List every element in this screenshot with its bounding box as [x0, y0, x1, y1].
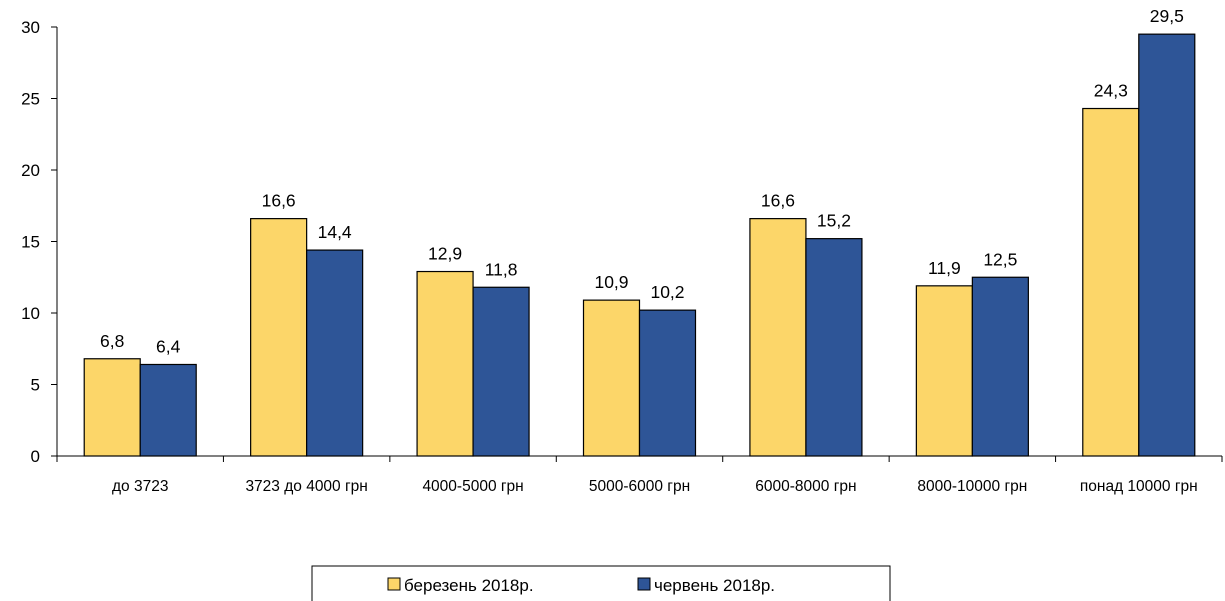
data-labels: 6,8 6,4 16,6 14,4 12,9 11,8 10,9 10,2 16,6 15,2 11… [100, 6, 1184, 356]
data-label-series-2: 6,4 [156, 336, 181, 356]
data-label-series-1: 16,6 [262, 191, 296, 211]
data-label-series-1: 11,9 [928, 258, 961, 278]
bar-series-2 [472, 286, 530, 457]
data-label-series-2: 11,8 [485, 259, 518, 279]
x-category-label: 4000-5000 грн [422, 478, 523, 495]
y-tick-label: 20 [21, 161, 40, 180]
data-label-series-2: 15,2 [817, 211, 851, 231]
data-label-series-1: 6,8 [100, 331, 124, 351]
data-label-series-2: 10,2 [650, 282, 684, 302]
bar-series-1 [915, 285, 973, 457]
data-label-series-1: 24,3 [1094, 81, 1128, 101]
y-axis: 0 5 10 15 20 25 30 [21, 18, 58, 466]
x-axis: до 3723 3723 до 4000 грн 4000-5000 грн 5000… [56, 455, 1223, 495]
x-category-label: 6000-8000 грн [755, 478, 856, 495]
legend-swatch-series-2 [637, 577, 651, 591]
y-tick-label: 10 [21, 304, 40, 323]
data-label-series-1: 12,9 [428, 244, 462, 264]
bar-series-1 [83, 358, 141, 457]
bar-series-1 [250, 218, 308, 457]
y-tick-label: 15 [21, 233, 40, 252]
bar-series-1 [749, 218, 807, 457]
y-tick-label: 5 [31, 376, 40, 395]
bar-series-2 [805, 238, 863, 457]
legend-label-series-1: березень 2018р. [404, 576, 534, 595]
bar-series-2 [971, 276, 1029, 457]
bar-series-1 [582, 299, 641, 457]
data-label-series-2: 12,5 [983, 249, 1017, 269]
bar-series-1 [1082, 107, 1140, 457]
legend-swatch-series-1 [387, 577, 401, 591]
y-tick-label: 30 [21, 18, 40, 37]
x-category-label: понад 10000 грн [1080, 478, 1198, 495]
y-tick-label: 0 [31, 447, 40, 466]
legend-box [311, 565, 891, 601]
x-category-label: до 3723 [112, 478, 168, 495]
legend: березень 2018р. червень 2018р. [311, 565, 891, 601]
data-label-series-1: 16,6 [761, 191, 795, 211]
bar-series-1 [416, 270, 474, 457]
data-label-series-2: 14,4 [318, 222, 352, 242]
bar-series-2 [139, 363, 197, 457]
bars [83, 33, 1196, 457]
x-category-label: 3723 до 4000 грн [245, 478, 367, 495]
legend-label-series-2: червень 2018р. [654, 576, 775, 595]
bar-series-2 [1138, 33, 1196, 457]
x-category-label: 5000-6000 грн [589, 478, 690, 495]
bar-series-2 [306, 249, 364, 457]
x-category-label: 8000-10000 грн [917, 478, 1027, 495]
data-label-series-1: 10,9 [594, 272, 628, 292]
bar-series-2 [638, 309, 697, 457]
y-tick-label: 25 [21, 90, 40, 109]
data-label-series-2: 29,5 [1150, 6, 1184, 26]
